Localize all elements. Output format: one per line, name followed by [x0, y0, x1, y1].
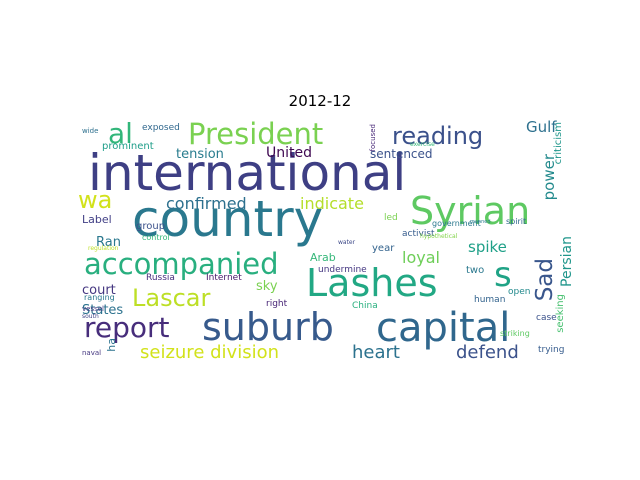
cloud-word: al	[108, 117, 133, 150]
cloud-word: striking	[500, 329, 530, 338]
cloud-word: government	[432, 219, 481, 228]
cloud-word: focused	[369, 124, 377, 152]
cloud-word: criticism	[553, 122, 564, 165]
cloud-word: regulation	[88, 245, 119, 252]
chart-title: 2012-12	[288, 92, 352, 110]
cloud-word: tension	[176, 147, 224, 162]
cloud-word: year	[372, 243, 395, 254]
cloud-word: control	[142, 233, 170, 242]
cloud-word: exposed	[142, 123, 180, 133]
cloud-word: human	[474, 295, 506, 305]
cloud-word: confirmed	[166, 194, 247, 213]
cloud-word: Label	[82, 213, 112, 226]
cloud-word: Lascar	[132, 284, 211, 312]
cloud-word: trying	[538, 345, 565, 355]
cloud-word: Sad	[532, 258, 558, 302]
cloud-word: sentenced	[370, 147, 433, 161]
cloud-word: Syrian	[410, 189, 531, 233]
cloud-word: naval	[82, 349, 102, 357]
cloud-word: heart	[352, 342, 400, 363]
cloud-word: undermine	[318, 265, 367, 275]
cloud-word: hypothetical	[420, 233, 458, 240]
cloud-word: manned	[470, 219, 491, 225]
cloud-word: wide	[82, 127, 99, 135]
cloud-word: Russia	[146, 273, 175, 283]
cloud-word: spike	[468, 238, 507, 256]
cloud-word: group	[136, 221, 166, 232]
cloud-word: United	[266, 145, 312, 161]
cloud-word: suburb	[202, 305, 334, 349]
cloud-word: vessel	[82, 305, 104, 313]
cloud-word: ranging	[84, 293, 115, 302]
cloud-word: indicate	[300, 194, 364, 213]
cloud-word: activist	[402, 229, 435, 239]
cloud-word: s	[494, 255, 512, 295]
cloud-word: wa	[78, 186, 113, 214]
cloud-word: China	[352, 301, 378, 311]
cloud-word: right	[266, 299, 288, 309]
cloud-word: President	[188, 117, 324, 151]
cloud-word: water	[338, 239, 356, 246]
cloud-word: capital	[376, 305, 511, 351]
cloud-word: report	[84, 311, 170, 344]
cloud-word: Gulf	[526, 118, 557, 136]
word-cloud: international country Syrian Lashes capital s…	[78, 117, 575, 364]
cloud-word: reading	[392, 122, 484, 150]
cloud-word: seizure division	[140, 342, 279, 363]
cloud-word: open	[508, 287, 531, 297]
cloud-word: Persian	[559, 236, 575, 287]
cloud-word: accompanied	[84, 247, 279, 281]
cloud-word: led	[384, 213, 398, 223]
cloud-word: Ran	[96, 235, 121, 250]
cloud-word: ha	[105, 338, 118, 352]
cloud-word: Internet	[206, 273, 242, 283]
cloud-word: loyal	[402, 248, 440, 267]
cloud-word: country	[132, 190, 324, 248]
cloud-word: defend	[456, 342, 519, 363]
cloud-word: court	[82, 283, 116, 298]
cloud-word: two	[466, 265, 485, 276]
cloud-word: spirit	[506, 217, 527, 226]
cloud-word: prominent	[102, 141, 154, 152]
cloud-word: Lashes	[306, 261, 438, 305]
cloud-word: sky	[256, 279, 278, 294]
cloud-word: south	[82, 313, 99, 320]
cloud-word: Arab	[310, 251, 336, 264]
cloud-word: case	[536, 313, 557, 323]
cloud-word: international	[88, 144, 407, 202]
cloud-word: States	[82, 303, 124, 318]
cloud-word: seeking	[555, 294, 566, 333]
cloud-word: exercise	[410, 141, 435, 148]
